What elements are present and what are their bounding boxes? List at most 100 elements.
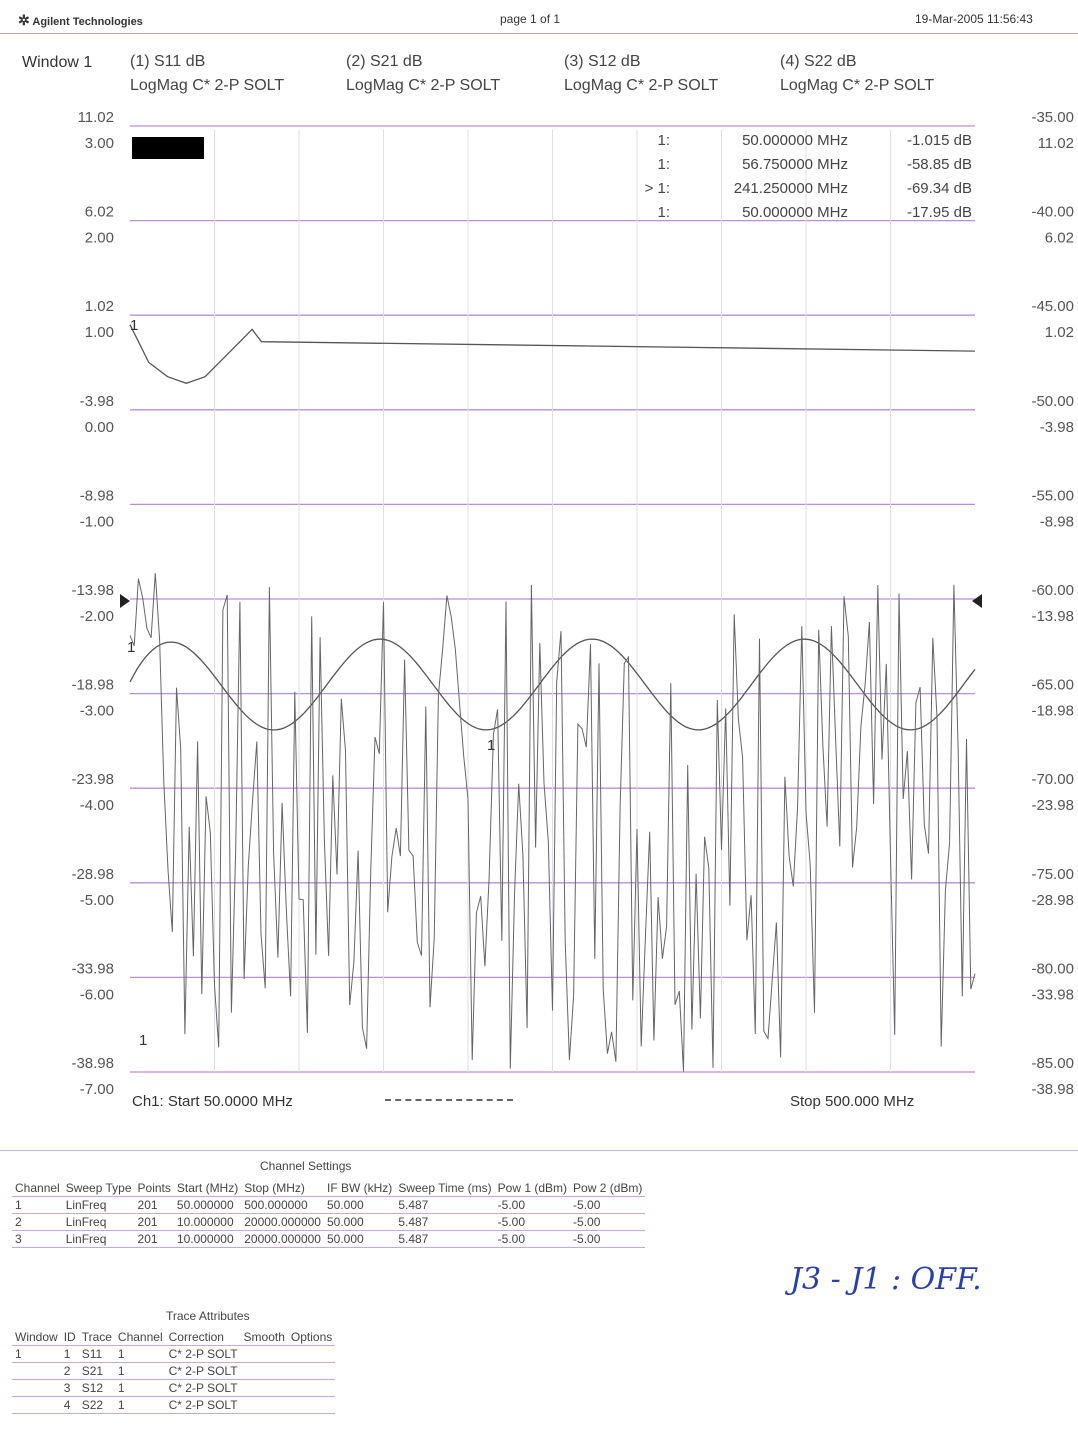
table-cell: 5.487 (395, 1196, 495, 1214)
table-cell: 1 (114, 1345, 166, 1363)
table-cell: 3 (60, 1379, 79, 1397)
right-tick-label-a: -70.00 (1031, 771, 1074, 788)
marker-labels: 1 1 1 1 (127, 317, 495, 1049)
marker-frequency: 50.000000 MHz (742, 204, 848, 221)
table-cell: 2 (12, 1213, 63, 1231)
trace-attributes-row: 2 S21 1 C* 2-P SOLT (12, 1362, 336, 1380)
marker-label: 1 (139, 1032, 147, 1049)
table-cell: LinFreq (62, 1230, 135, 1248)
table-cell (240, 1396, 288, 1414)
right-tick-label-b: -23.98 (1031, 797, 1074, 814)
left-tick-label-a: -3.98 (80, 393, 114, 410)
table-cell: 50.000 (323, 1213, 396, 1231)
channel-settings-row: 1 LinFreq 201 50.000000 500.000000 50.000 5.48… (12, 1196, 646, 1214)
trace-s12 (129, 573, 976, 1072)
table-cell: -5.00 (494, 1230, 571, 1248)
table-cell: 1 (114, 1379, 166, 1397)
left-tick-label-a: -23.98 (71, 771, 114, 788)
table-cell (287, 1362, 336, 1380)
trace-s11 (129, 638, 976, 731)
column-header: Sweep Type (62, 1180, 135, 1197)
right-tick-label-b: -13.98 (1031, 608, 1074, 625)
table-cell (240, 1379, 288, 1397)
header-divider (0, 33, 1078, 34)
table-cell (12, 1379, 61, 1397)
table-cell: 3 (12, 1230, 63, 1248)
left-tick-label-b: 1.00 (85, 324, 114, 341)
plot-traces (129, 324, 976, 1072)
right-tick-label-a: -40.00 (1031, 204, 1074, 221)
table-cell: C* 2-P SOLT (165, 1345, 241, 1363)
page-indicator: page 1 of 1 (500, 12, 561, 26)
table-cell: 1 (12, 1345, 61, 1363)
table-cell: 201 (134, 1196, 174, 1214)
column-header: Start (MHz) (173, 1180, 242, 1197)
x-start-label: Ch1: Start 50.0000 MHz (132, 1093, 293, 1110)
trace-attributes-row: 4 S22 1 C* 2-P SOLT (12, 1396, 336, 1414)
left-tick-label-a: -18.98 (71, 677, 114, 694)
table-cell: 10.000000 (173, 1230, 242, 1248)
right-tick-label-a: -75.00 (1031, 866, 1074, 883)
table-header-row: Channel Sweep Type Points Start (MHz) Stop (… (12, 1180, 646, 1197)
start-dash-line (385, 1099, 513, 1101)
trace-name-s12: (3) S12 dB (564, 53, 641, 70)
channel-settings-row: 3 LinFreq 201 10.000000 20000.000000 50.000 5.… (12, 1230, 646, 1248)
table-cell: 4 (60, 1396, 79, 1414)
marker-label: 1 (130, 317, 138, 334)
logo-text: Agilent Technologies (32, 16, 143, 28)
marker-frequency: 241.250000 MHz (733, 180, 848, 197)
right-tick-label-b: -3.98 (1040, 419, 1074, 436)
window-label: Window 1 (22, 54, 93, 71)
table-cell: C* 2-P SOLT (165, 1379, 241, 1397)
marker-prefix: > 1: (644, 180, 670, 197)
right-tick-label-b: 6.02 (1045, 230, 1074, 247)
table-cell: -5.00 (570, 1196, 646, 1214)
marker-prefix: 1: (657, 156, 670, 173)
table-cell (287, 1345, 336, 1363)
channel-settings-title: Channel Settings (260, 1159, 352, 1173)
left-tick-label-a: -33.98 (71, 960, 114, 977)
right-tick-label-b: -18.98 (1031, 703, 1074, 720)
left-tick-label-a: 1.02 (85, 298, 114, 315)
marker-label: 1 (127, 639, 135, 656)
table-cell: 1 (60, 1345, 79, 1363)
left-tick-label-b: 0.00 (85, 419, 114, 436)
right-tick-label-b: -38.98 (1031, 1081, 1074, 1098)
trace-s21 (129, 324, 976, 384)
marker-value: -1.015 dB (906, 132, 972, 149)
column-header: Correction (165, 1329, 241, 1346)
column-header: Window (12, 1329, 61, 1346)
right-tick-label-b: 11.02 (1038, 135, 1074, 152)
axis-scales: 11.023.00-35.0011.026.022.00-40.006.021.… (71, 109, 1074, 1098)
vna-plot: 11.023.00-35.0011.026.022.00-40.006.021.… (71, 109, 1074, 1098)
trace-name-s21: (2) S21 dB (346, 53, 423, 70)
column-header: Stop (MHz) (241, 1180, 324, 1197)
left-tick-label-a: 11.02 (78, 109, 114, 126)
right-tick-label-a: -80.00 (1031, 960, 1074, 977)
trace-format-s22: LogMag C* 2-P SOLT (780, 77, 935, 94)
column-header: Options (287, 1329, 336, 1346)
left-tick-label-a: -8.98 (80, 487, 114, 504)
right-tick-label-b: -8.98 (1040, 513, 1074, 530)
column-header: Sweep Time (ms) (395, 1180, 495, 1197)
left-tick-label-b: -1.00 (80, 513, 114, 530)
left-tick-label-b: -2.00 (80, 608, 114, 625)
table-cell: LinFreq (62, 1196, 135, 1214)
table-cell: 10.000000 (173, 1213, 242, 1231)
table-cell (12, 1396, 61, 1414)
left-tick-label-a: 6.02 (85, 204, 114, 221)
marker-prefix: 1: (657, 204, 670, 221)
column-header: Channel (114, 1329, 166, 1346)
handwritten-note: J3 - J1 : OFF. (790, 1262, 982, 1297)
left-tick-label-a: -13.98 (71, 582, 114, 599)
left-tick-label-b: 2.00 (85, 230, 114, 247)
table-cell: -5.00 (570, 1230, 646, 1248)
table-cell: 1 (114, 1362, 166, 1380)
left-tick-label-a: -38.98 (71, 1055, 114, 1072)
x-stop-label: Stop 500.000 MHz (790, 1093, 915, 1110)
footer-divider (0, 1150, 1078, 1151)
marker-label: 1 (487, 737, 495, 754)
trace-format-s12: LogMag C* 2-P SOLT (564, 77, 719, 94)
right-tick-label-a: -50.00 (1031, 393, 1074, 410)
table-cell: S21 (78, 1362, 115, 1380)
